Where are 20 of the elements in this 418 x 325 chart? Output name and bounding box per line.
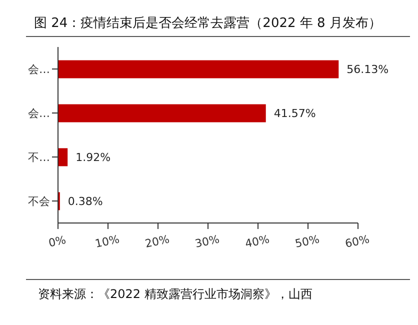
x-tick-label: 60% — [344, 232, 371, 250]
x-tick-label: 10% — [94, 232, 121, 250]
chart-title: 图 24：疫情结束后是否会经常去露营（2022 年 8 月发布） — [33, 15, 382, 33]
text: 资料来源：《2022 精致露营行业市场洞察》，山西 — [37, 286, 314, 303]
bar — [58, 104, 266, 122]
bar — [58, 148, 68, 166]
bar — [58, 60, 339, 78]
data-label: 0.38% — [68, 195, 103, 208]
x-tick-label: 0% — [47, 233, 68, 250]
y-tick-label: 会… — [28, 62, 50, 76]
x-tick-label: 20% — [144, 232, 171, 250]
y-tick-label: 会… — [28, 106, 50, 120]
x-tick-label: 50% — [294, 232, 321, 250]
data-label: 41.57% — [274, 107, 316, 120]
data-label: 56.13% — [346, 63, 389, 76]
x-tick-label: 30% — [194, 232, 221, 250]
x-tick-label: 40% — [244, 232, 271, 250]
y-tick-label: 不… — [28, 150, 50, 164]
data-label: 1.92% — [76, 151, 111, 164]
y-tick-label: 不会 — [28, 194, 50, 208]
